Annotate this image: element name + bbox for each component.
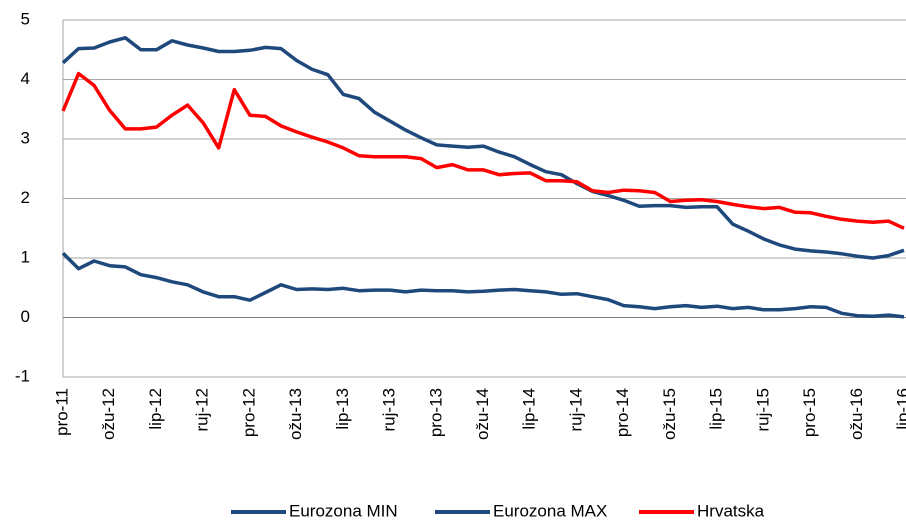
x-tick-label: lip-16 <box>893 388 906 430</box>
y-tick-label: 0 <box>21 307 30 326</box>
x-tick-label: pro-13 <box>426 388 445 437</box>
series-line <box>61 71 905 230</box>
x-tick-label: ožu-14 <box>473 388 492 440</box>
x-tick-label: ruj-14 <box>566 388 585 431</box>
x-tick-label: lip-12 <box>146 388 165 430</box>
x-tick-label: ruj-13 <box>380 388 399 431</box>
x-tick-label: pro-14 <box>613 388 632 437</box>
x-tick-label: ruj-12 <box>193 388 212 431</box>
legend-label: Hrvatska <box>697 501 765 520</box>
legend-label: Eurozona MIN <box>289 501 398 520</box>
y-tick-label: 2 <box>21 188 30 207</box>
x-tick-label: pro-12 <box>239 388 258 437</box>
x-tick-label: ožu-13 <box>286 388 305 440</box>
x-tick-label: ožu-15 <box>660 388 679 440</box>
series-line <box>61 251 905 319</box>
y-tick-label: 4 <box>21 69 30 88</box>
legend-label: Eurozona MAX <box>493 501 607 520</box>
x-tick-label: lip-15 <box>707 388 726 430</box>
x-tick-label: ožu-12 <box>99 388 118 440</box>
x-tick-label: ožu-16 <box>847 388 866 440</box>
series-line <box>61 36 905 260</box>
y-tick-label: 3 <box>21 128 30 147</box>
x-tick-label: lip-14 <box>520 388 539 430</box>
y-tick-label: -1 <box>15 366 30 385</box>
x-tick-label: pro-15 <box>800 388 819 437</box>
y-tick-label: 5 <box>21 9 30 28</box>
x-tick-label: lip-13 <box>333 388 352 430</box>
y-tick-label: 1 <box>21 247 30 266</box>
x-tick-label: pro-11 <box>52 388 71 436</box>
x-tick-label: ruj-15 <box>753 388 772 431</box>
